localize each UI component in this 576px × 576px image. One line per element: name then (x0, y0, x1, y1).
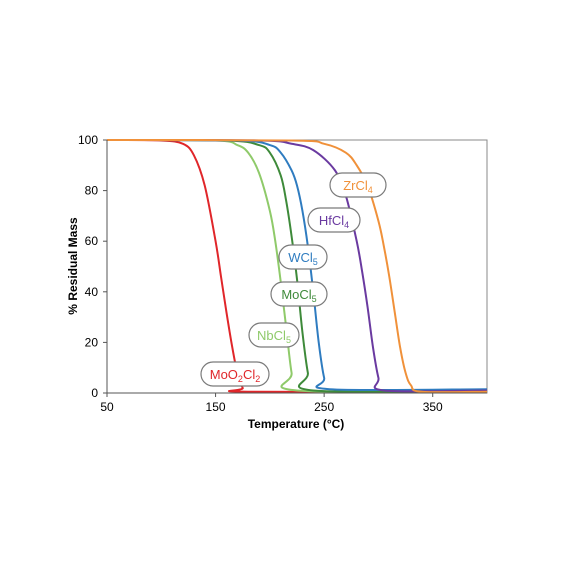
label-moo2cl2: MoO2​Cl2​ (200, 361, 270, 387)
label-text: HfCl4​ (319, 213, 349, 230)
label-box (329, 172, 387, 198)
label-box (278, 244, 328, 270)
label-hfcl4: HfCl4​ (307, 207, 361, 233)
series-line-mocl5 (106, 138, 488, 393)
x-axis-title: Temperature (°C) (248, 417, 345, 431)
label-text: MoO2​Cl2​ (210, 367, 260, 384)
label-zrcl4: ZrCl4​ (329, 172, 387, 198)
y-tick-label: 100 (78, 133, 98, 147)
label-text: MoCl5​ (281, 287, 316, 304)
label-mocl5: MoCl5​ (270, 281, 328, 307)
label-box (248, 322, 300, 348)
series-line-zrcl4 (106, 139, 488, 394)
label-nbcl5: NbCl5​ (248, 322, 300, 348)
series-line-wcl5 (106, 138, 488, 392)
label-text: WCl5​ (288, 250, 318, 267)
x-tick-label: 250 (314, 400, 334, 414)
y-tick-label: 60 (85, 234, 99, 248)
y-tick-label: 0 (91, 386, 98, 400)
label-text: NbCl5​ (257, 328, 291, 345)
axes: 0 20 40 60 80 100 50 150 250 350 (78, 133, 487, 414)
series-line-hfcl4 (106, 139, 488, 393)
label-text: ZrCl4​ (343, 178, 373, 195)
series-line-moo2cl2 (106, 139, 488, 394)
series-curves (106, 138, 488, 394)
series-labels: MoO2​Cl2​ NbCl5​ MoCl5​ WCl5​ HfCl4​ ZrCl4​ (200, 172, 387, 387)
label-box (270, 281, 328, 307)
x-tick-label: 50 (100, 400, 114, 414)
series-line-nbcl5 (106, 138, 488, 393)
label-box (200, 361, 270, 387)
x-tick-label: 350 (423, 400, 443, 414)
y-tick-label: 80 (85, 184, 99, 198)
x-tick-label: 150 (206, 400, 226, 414)
y-axis-title: % Residual Mass (66, 217, 80, 315)
y-tick-label: 20 (85, 335, 99, 349)
y-tick-label: 40 (85, 285, 99, 299)
label-wcl5: WCl5​ (278, 244, 328, 270)
label-box (307, 207, 361, 233)
